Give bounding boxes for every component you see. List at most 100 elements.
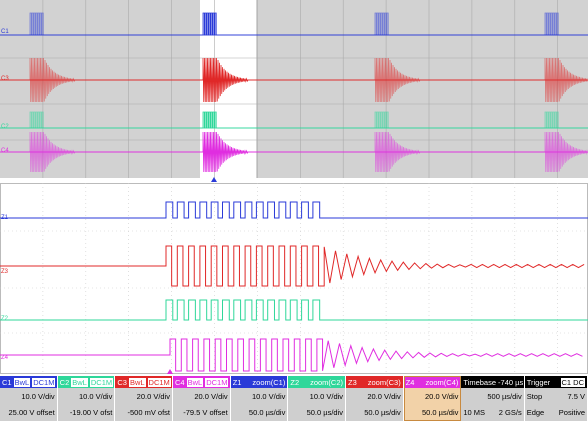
box-row: 25.00 V offset <box>0 405 57 421</box>
box-header: Z1 zoom(C1) <box>230 376 288 388</box>
row-text: Positive <box>558 408 586 418</box>
channel-box: C4 BwL DC1M 20.0 V/div -79.5 V offset <box>173 376 231 421</box>
channel-box: C2 BwL DC1M 10.0 V/div -19.00 V ofst <box>57 376 116 421</box>
row-text: 50.0 µs/div <box>364 408 401 418</box>
box-header: Timebase -740 µs <box>461 376 524 388</box>
header-text: DC1M <box>32 377 56 387</box>
channel-box: Timebase -740 µs 500 µs/div 10 MS 2 GS/s <box>461 376 525 421</box>
row-text: -79.5 V offset <box>183 408 228 418</box>
box-row: 50.0 µs/div <box>288 405 345 421</box>
box-row: 10.0 V/div <box>58 388 115 405</box>
row-text: 10.0 V/div <box>21 391 55 401</box>
channel-box: C3 BwL DC1M 20.0 V/div -500 mV ofst <box>115 376 174 421</box>
row-text: 500 µs/div <box>487 391 522 401</box>
header-text: zoom(C1) <box>252 377 286 387</box>
waveform <box>0 299 588 321</box>
header-text: DC1M <box>147 377 171 387</box>
box-row: 500 µs/div <box>461 388 523 405</box>
waveform <box>0 131 588 173</box>
header-text: BwL <box>13 377 31 387</box>
row-text: -500 mV ofst <box>127 408 171 418</box>
box-row: 20.0 V/div <box>115 388 172 405</box>
header-text: BwL <box>71 377 88 387</box>
trace-label: Z4 <box>1 355 9 361</box>
row-text: 50.0 µs/div <box>421 408 459 418</box>
row-text: 25.00 V offset <box>8 408 55 418</box>
row-text: 2 GS/s <box>498 408 522 418</box>
row-text: 20.0 V/div <box>367 391 401 401</box>
zoom-panel: Z1 Z3 Z2 Z4 <box>0 183 588 374</box>
box-row: 50.0 µs/div <box>231 405 288 421</box>
trace-label: Z3 <box>1 269 9 275</box>
box-header: C4 BwL DC1M <box>173 376 230 388</box>
box-header: C1 BwL DC1M <box>0 376 57 388</box>
row-text: 10.0 V/div <box>309 391 344 401</box>
box-row: 20.0 V/div <box>173 388 230 405</box>
box-row: Edge Positive <box>525 405 587 421</box>
waveform <box>0 12 588 36</box>
header-text: zoom(C3) <box>367 377 401 387</box>
zoom-marker <box>211 177 217 182</box>
box-row: 10.0 V/div <box>0 388 57 405</box>
box-row: 50.0 µs/div <box>346 405 403 421</box>
row-text: 20.0 V/div <box>194 391 228 401</box>
channel-box: Z4 zoom(C4) 20.0 V/div 50.0 µs/div <box>403 376 462 421</box>
row-text: Edge <box>526 408 545 418</box>
row-text: 50.0 µs/div <box>306 408 344 418</box>
trace-label: Z2 <box>1 316 9 322</box>
header-text: zoom(C4) <box>425 377 459 387</box>
header-text: Z3 <box>348 377 357 387</box>
header-text: C1 <box>2 377 12 387</box>
trigger-marker <box>167 369 173 374</box>
header-text: -740 µs <box>498 377 524 387</box>
box-header: Z4 zoom(C4) <box>403 376 461 388</box>
header-text: DC1M <box>89 377 114 387</box>
header-text: BwL <box>128 377 146 387</box>
header-text: Z4 <box>405 377 415 387</box>
row-text: 10.0 V/div <box>252 391 286 401</box>
channel-box: Trigger C1 DC Stop 7.5 V Edge Positive <box>524 376 588 421</box>
status-bar: C1 BwL DC1M 10.0 V/div 25.00 V offset C2 BwL DC… <box>0 376 588 421</box>
overview-panel: C1 C3 C2 C4 <box>0 0 588 182</box>
box-row: 10 MS 2 GS/s <box>461 405 523 421</box>
waveform <box>0 111 588 129</box>
trace-label: Z1 <box>1 215 9 221</box>
header-text: BwL <box>186 377 204 387</box>
box-header: C3 BwL DC1M <box>115 376 173 388</box>
waveform <box>0 57 588 103</box>
box-row: 20.0 V/div <box>346 388 403 405</box>
header-text: Timebase <box>463 377 497 387</box>
box-header: Z3 zoom(C3) <box>346 376 403 388</box>
box-row: 10.0 V/div <box>288 388 345 405</box>
header-text: C4 <box>175 377 185 387</box>
box-row: 10.0 V/div <box>231 388 288 405</box>
box-header: Trigger C1 DC <box>524 376 588 388</box>
row-text: 10 MS <box>463 408 486 418</box>
header-text: C3 <box>117 377 127 387</box>
box-header: C2 BwL DC1M <box>57 376 115 388</box>
channel-box: Z2 zoom(C2) 10.0 V/div 50.0 µs/div <box>288 376 347 421</box>
box-header: Z2 zoom(C2) <box>288 376 346 388</box>
header-text: zoom(C2) <box>310 377 344 387</box>
box-row: 50.0 µs/div <box>404 405 461 421</box>
box-row: -500 mV ofst <box>115 405 172 421</box>
channel-box: Z1 zoom(C1) 10.0 V/div 50.0 µs/div <box>230 376 289 421</box>
waveform <box>0 245 585 287</box>
box-row: 20.0 V/div <box>404 388 461 405</box>
row-text: 7.5 V <box>567 391 586 401</box>
row-text: 50.0 µs/div <box>248 408 286 418</box>
box-row: Stop 7.5 V <box>525 388 587 405</box>
header-text: Z2 <box>290 377 300 387</box>
trace-label: C1 <box>1 29 9 35</box>
row-text: 10.0 V/div <box>78 391 113 401</box>
waveform <box>0 338 583 372</box>
waveform <box>0 201 588 219</box>
header-text: Z1 <box>232 377 242 387</box>
row-text: 20.0 V/div <box>136 391 171 401</box>
row-text: 20.0 V/div <box>425 391 459 401</box>
row-text: -19.00 V ofst <box>69 408 113 418</box>
box-row: -79.5 V offset <box>173 405 230 421</box>
box-row: -19.00 V ofst <box>58 405 115 421</box>
trace-label: C2 <box>1 124 9 130</box>
